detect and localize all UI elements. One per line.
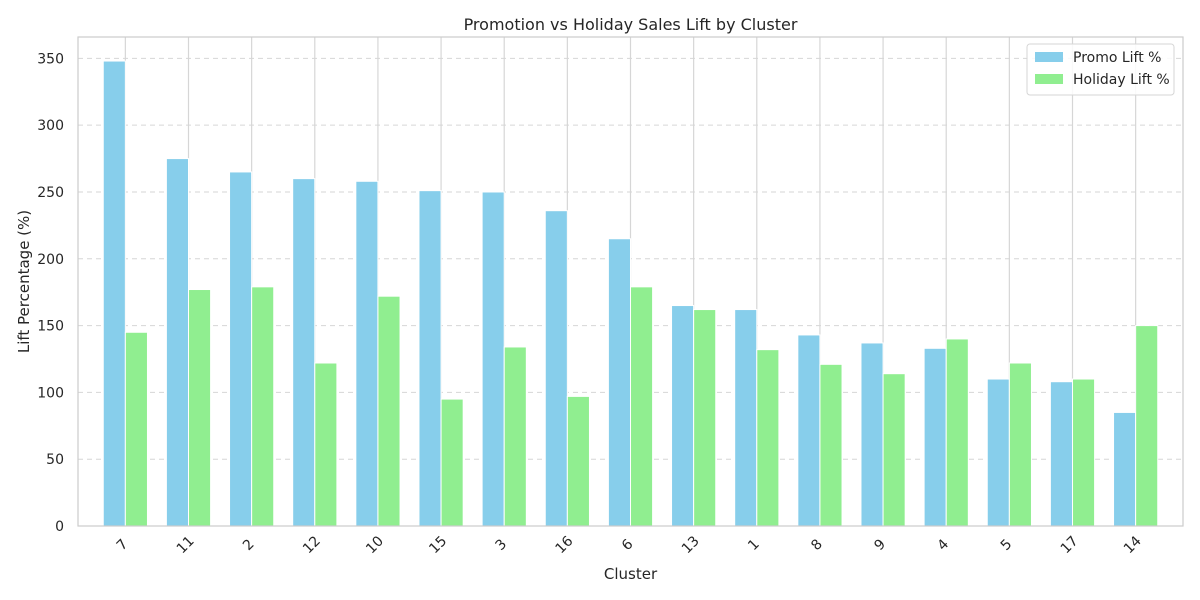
holiday-lift-bar [377, 295, 401, 527]
promo-lift-bar [986, 378, 1010, 527]
bars [102, 60, 1159, 527]
x-tick-label: 4 [935, 536, 953, 554]
promo-lift-bar [292, 178, 316, 527]
y-tick-label: 300 [37, 118, 64, 134]
x-tick-label: 3 [493, 536, 511, 554]
promo-lift-bar [607, 238, 632, 527]
promo-lift-bar [418, 190, 442, 527]
holiday-lift-bar [693, 309, 717, 527]
y-tick-label: 50 [46, 452, 64, 468]
x-tick-label: 17 [1058, 533, 1082, 557]
promo-lift-bar [165, 158, 189, 527]
y-tick-label: 250 [37, 185, 64, 201]
y-tick-label: 100 [37, 385, 64, 401]
legend: Promo Lift % Holiday Lift % [1026, 43, 1175, 96]
x-tick-label: 13 [679, 533, 703, 557]
promo-lift-bar [102, 60, 126, 527]
promo-lift-bar [671, 305, 695, 527]
holiday-lift-bar [945, 338, 969, 527]
x-tick-label: 6 [619, 536, 637, 554]
promo-lift-bar [923, 347, 947, 527]
holiday-lift-bar [756, 349, 780, 527]
y-tick-label: 150 [37, 319, 64, 335]
x-tick-label: 10 [363, 533, 387, 557]
holiday-lift-bar [566, 395, 590, 527]
holiday-lift-bar [1135, 325, 1159, 527]
x-tick-label: 14 [1121, 533, 1145, 557]
y-tick-label: 350 [37, 51, 64, 67]
holiday-lift-bar [440, 398, 464, 527]
x-tick-label: 8 [808, 536, 826, 554]
legend-swatch-holiday [1035, 74, 1063, 84]
promo-lift-bar [544, 210, 568, 527]
promo-lift-bar [734, 309, 758, 527]
x-ticks: 7 11 2 12 10 15 3 16 6 13 1 8 9 4 5 17 14 [114, 533, 1145, 557]
holiday-lift-bar [882, 373, 906, 527]
y-axis-label: Lift Percentage (%) [15, 210, 33, 353]
x-tick-label: 12 [300, 533, 324, 557]
holiday-lift-bar [819, 363, 843, 527]
holiday-lift-bar [314, 362, 338, 527]
legend-label-promo: Promo Lift % [1073, 50, 1161, 66]
promo-lift-bar [797, 334, 821, 527]
holiday-lift-bar [630, 286, 654, 527]
legend-label-holiday: Holiday Lift % [1073, 72, 1170, 88]
y-tick-label: 200 [37, 252, 64, 268]
holiday-lift-bar [1008, 362, 1032, 527]
y-tick-label: 0 [55, 519, 64, 535]
holiday-lift-bar [251, 286, 275, 527]
promo-lift-bar [860, 342, 884, 527]
x-tick-label: 11 [174, 533, 198, 557]
plot-frame [77, 36, 1184, 527]
x-axis-label: Cluster [604, 565, 658, 583]
legend-swatch-promo [1035, 52, 1063, 62]
holiday-lift-bar [188, 289, 212, 527]
x-tick-label: 1 [745, 536, 763, 554]
x-tick-label: 16 [553, 533, 577, 557]
holiday-lift-bar [1072, 378, 1096, 527]
holiday-lift-bar [503, 346, 527, 527]
promo-lift-bar [1113, 411, 1137, 527]
chart-title: Promotion vs Holiday Sales Lift by Clust… [464, 15, 798, 34]
promo-lift-bar [355, 180, 379, 527]
y-ticks: 0 50 100 150 200 250 300 350 [37, 51, 64, 535]
x-tick-label: 5 [998, 536, 1016, 554]
x-tick-label: 7 [114, 536, 132, 554]
holiday-lift-bar [124, 331, 148, 527]
promo-lift-bar [229, 171, 253, 527]
legend-box [1026, 43, 1175, 96]
x-tick-label: 15 [426, 533, 450, 557]
x-tick-label: 2 [240, 536, 258, 554]
x-tick-label: 9 [871, 536, 889, 554]
promo-lift-bar [481, 191, 505, 527]
promo-lift-bar [1049, 381, 1074, 527]
